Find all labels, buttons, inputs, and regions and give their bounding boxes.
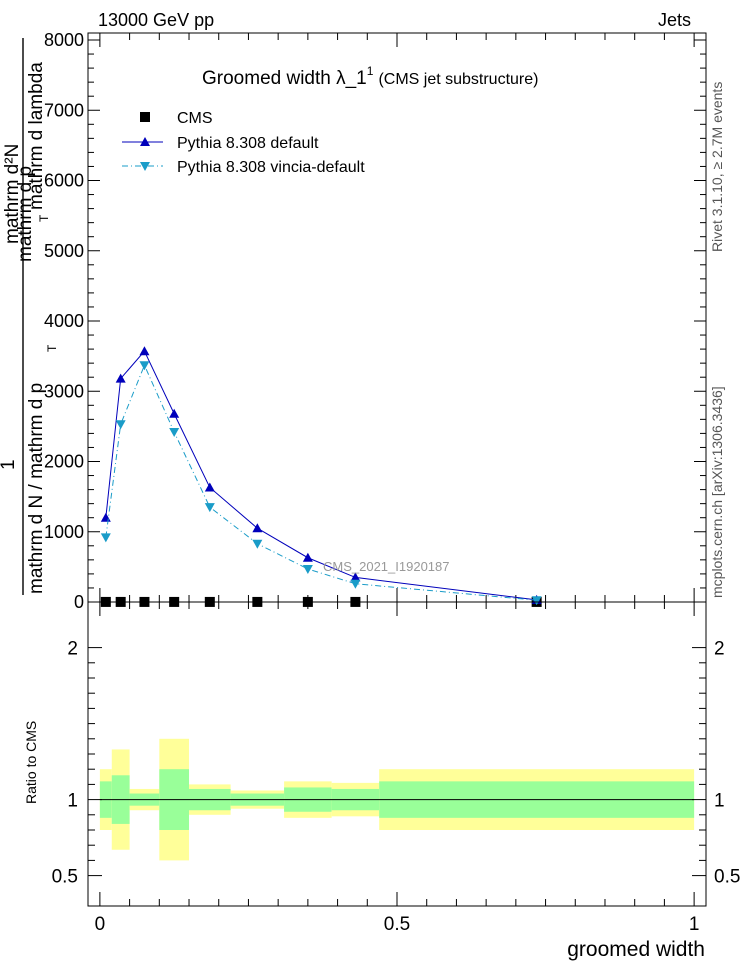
main-ytick-label: 7000 — [44, 100, 84, 120]
mcplots-label: mcplots.cern.ch [arXiv:1306.3436] — [709, 386, 725, 598]
pythia-default-point — [302, 552, 313, 562]
pythia-default-point — [204, 482, 215, 492]
legend-default-label: Pythia 8.308 default — [177, 135, 319, 152]
ratio-xtick-label: 0.5 — [384, 914, 410, 935]
ylabel-bottom-one: 1 — [0, 459, 19, 470]
legend-default-marker — [140, 137, 150, 146]
legend-cms-label: CMS — [177, 110, 213, 127]
pythia-vincia-point — [100, 533, 111, 543]
rivet-label: Rivet 3.1.10, ≥ 2.7M events — [709, 82, 725, 252]
pythia-vincia-point — [350, 579, 361, 589]
header-energy-label: 13000 GeV pp — [98, 10, 214, 30]
ratio-panel — [99, 738, 695, 861]
ylabel-top-dlambda: mathrm d lambda — [26, 62, 47, 210]
chart-title-main: Groomed width λ_1 — [202, 68, 367, 89]
main-ytick-label: 3000 — [44, 381, 84, 401]
header-jets-label: Jets — [658, 10, 691, 30]
pythia-vincia-point — [115, 420, 126, 430]
main-data-marks — [100, 346, 542, 607]
legend-vincia-label: Pythia 8.308 vincia-default — [177, 159, 365, 176]
ylabel-top-sub: T — [37, 214, 51, 222]
pythia-vincia-point — [169, 427, 180, 437]
pythia-vincia-point — [139, 361, 150, 371]
ratio-xlabel: groomed width — [567, 938, 705, 961]
chart-title-suffix: (CMS jet substructure) — [378, 71, 538, 88]
ratio-ytick-label: 1 — [67, 791, 78, 812]
pythia-default-point — [169, 408, 180, 418]
main-ytick-label: 4000 — [44, 311, 84, 331]
legend-vincia-marker — [140, 162, 150, 171]
ylabel-bottom-dn: mathrm d N / mathrm d p — [26, 383, 47, 594]
pythia-default-point — [115, 373, 126, 383]
analysis-watermark: CMS_2021_I1920187 — [323, 559, 450, 574]
main-ytick-label: 1000 — [44, 522, 84, 542]
ylabel-bottom-sub: T — [45, 344, 59, 352]
main-ytick-label: 8000 — [44, 30, 84, 50]
main-ytick-label: 5000 — [44, 241, 84, 261]
pythia-default-point — [139, 346, 150, 356]
main-ytick-label: 0 — [74, 592, 84, 612]
main-axes: 0 1000 2000 3000 4000 5000 6000 7000 8000 — [44, 30, 706, 612]
pythia-vincia-point — [302, 564, 313, 574]
pythia-default-point — [350, 572, 361, 582]
ratio-ytick-label-right: 2 — [714, 639, 725, 660]
pythia-default-point — [100, 512, 111, 522]
main-ylabel: mathrm d²N mathrm d p T mathrm d lambda … — [0, 38, 59, 595]
pythia-vincia-point — [531, 596, 542, 606]
ylabel-top-d2n: mathrm d²N — [2, 144, 23, 244]
pythia-vincia-point — [252, 539, 263, 549]
ratio-ytick-label: 2 — [67, 639, 78, 660]
main-ytick-label: 2000 — [44, 452, 84, 472]
legend-cms-marker — [140, 112, 150, 122]
pythia-vincia-line — [105, 363, 537, 601]
ratio-ytick-label-right: 0.5 — [714, 867, 740, 888]
ratio-ytick-label-right: 1 — [714, 791, 725, 812]
pythia-vincia-point — [204, 503, 215, 513]
main-ytick-label: 6000 — [44, 171, 84, 191]
ratio-ytick-label: 0.5 — [52, 867, 78, 888]
ratio-axes: 0 0.5 1 0.5 0.5 1 1 2 2 — [52, 602, 740, 935]
legend: CMS Pythia 8.308 default Pythia 8.308 vi… — [122, 110, 365, 176]
chart-title: Groomed width λ_11 (CMS jet substructure) — [202, 64, 538, 89]
ylabel-top-dp: mathrm d p — [15, 166, 36, 262]
ratio-xtick-label: 1 — [689, 914, 700, 935]
ratio-xtick-label: 0 — [95, 914, 106, 935]
pythia-default-point — [252, 523, 263, 533]
pythia-default-line — [105, 350, 537, 601]
chart-title-sup: 1 — [367, 64, 374, 78]
ratio-ylabel: Ratio to CMS — [23, 721, 39, 804]
